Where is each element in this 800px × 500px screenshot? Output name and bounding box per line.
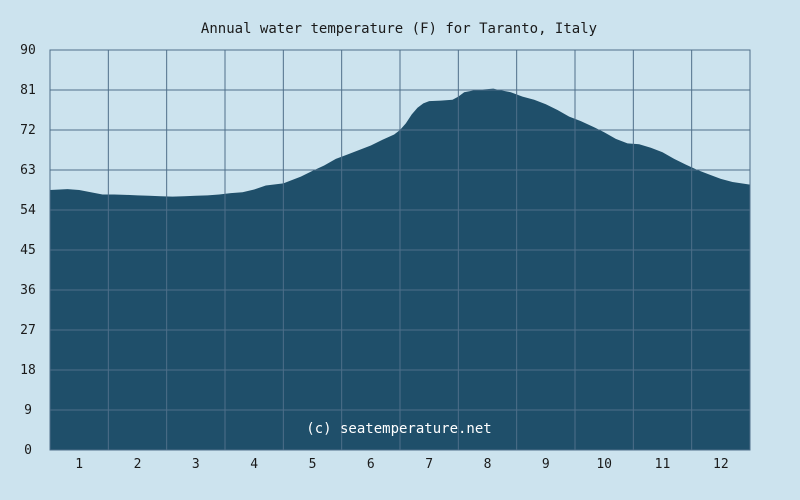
chart-title: Annual water temperature (F) for Taranto…	[201, 21, 597, 37]
x-tick-label: 1	[75, 457, 83, 472]
y-tick-label: 0	[24, 443, 32, 458]
y-tick-label: 27	[20, 323, 36, 338]
x-tick-label: 2	[134, 457, 142, 472]
x-tick-label: 5	[309, 457, 317, 472]
y-tick-label: 90	[20, 43, 36, 58]
y-tick-label: 54	[20, 203, 36, 218]
y-tick-label: 18	[20, 363, 36, 378]
overlay-grid-layer	[49, 49, 751, 451]
x-tick-label: 11	[655, 457, 671, 472]
x-tick-label: 10	[596, 457, 612, 472]
x-tick-label: 4	[250, 457, 258, 472]
watermark-text: (c) seatemperature.net	[306, 421, 491, 437]
x-tick-label: 8	[484, 457, 492, 472]
x-tick-label: 6	[367, 457, 375, 472]
x-tick-label: 7	[425, 457, 433, 472]
y-tick-label: 36	[20, 283, 36, 298]
plot-border	[49, 49, 751, 451]
x-tick-label: 9	[542, 457, 550, 472]
y-tick-label: 9	[24, 403, 32, 418]
y-tick-label: 81	[20, 83, 36, 98]
x-tick-label: 3	[192, 457, 200, 472]
y-tick-label: 63	[20, 163, 36, 178]
y-tick-label: 72	[20, 123, 36, 138]
x-tick-label: 12	[713, 457, 729, 472]
y-tick-label: 45	[20, 243, 36, 258]
